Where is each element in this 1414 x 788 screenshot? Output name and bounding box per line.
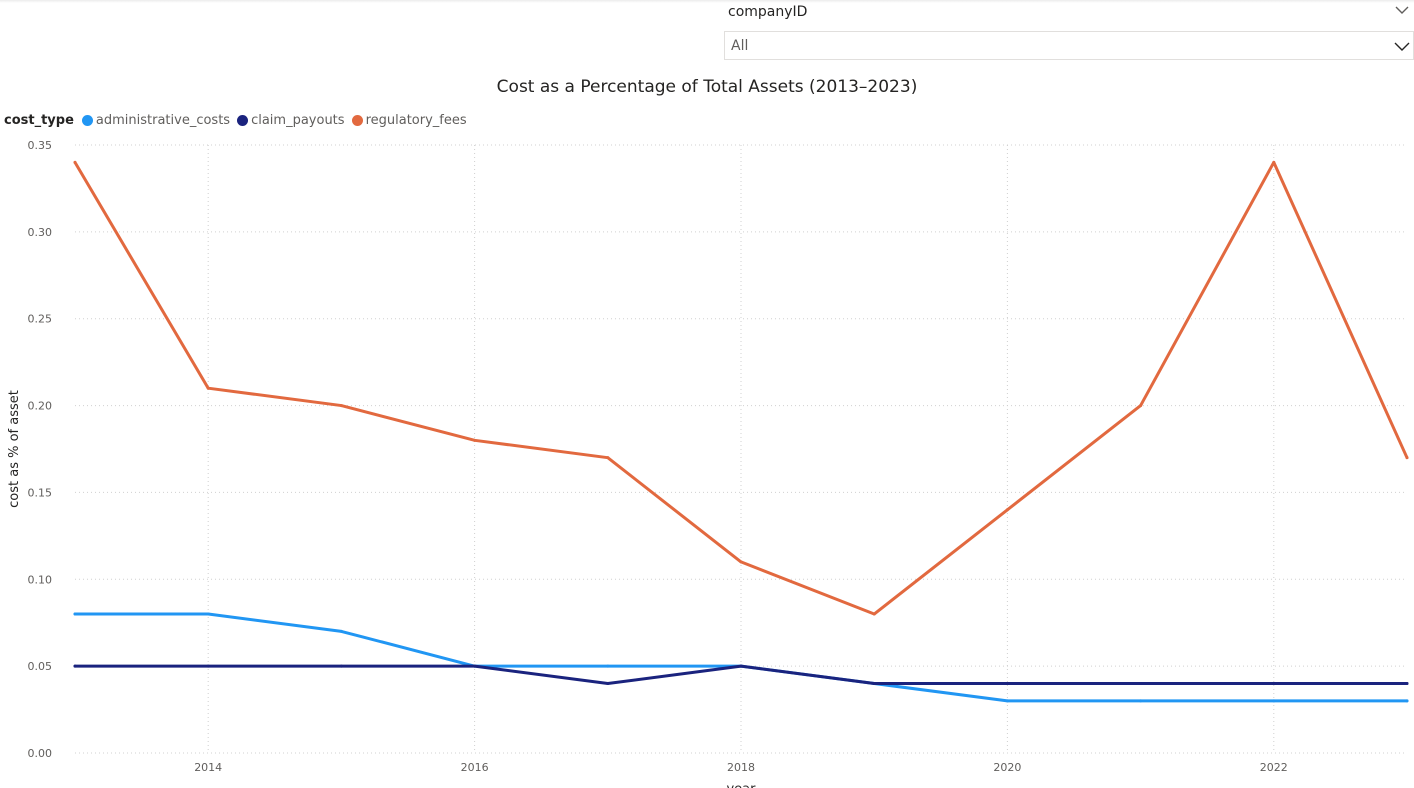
data-point-administrative-costs[interactable]	[206, 612, 210, 616]
legend-item-administrative-costs[interactable]: administrative_costs	[81, 112, 231, 128]
slicer-title: companyID	[728, 4, 808, 20]
chart-title: Cost as a Percentage of Total Assets (20…	[496, 77, 918, 97]
x-tick-label: 2016	[461, 761, 489, 774]
top-border	[0, 0, 1414, 3]
data-point-claim-payouts[interactable]	[872, 682, 876, 686]
axis-ticks: 0.00 0.05 0.10 0.15 0.20 0.25 0.30 0.35 2014 2016…	[28, 139, 1288, 774]
legend-marker	[351, 114, 363, 126]
legend-label: administrative_costs	[95, 112, 231, 128]
legend-marker	[81, 114, 93, 126]
y-tick-label: 0.35	[28, 139, 53, 152]
x-tick-label: 2020	[993, 761, 1021, 774]
data-point-regulatory-fees[interactable]	[473, 438, 477, 442]
data-point-claim-payouts[interactable]	[339, 664, 343, 668]
legend-item-claim-payouts[interactable]: claim_payouts	[237, 112, 345, 128]
data-point-claim-payouts[interactable]	[206, 664, 210, 668]
data-point-administrative-costs[interactable]	[73, 612, 77, 616]
data-point-regulatory-fees[interactable]	[1139, 404, 1143, 408]
slicer-selected-value: All	[731, 38, 749, 54]
data-point-claim-payouts[interactable]	[473, 664, 477, 668]
legend-label: claim_payouts	[251, 112, 345, 128]
data-point-regulatory-fees[interactable]	[872, 612, 876, 616]
x-tick-label: 2022	[1260, 761, 1288, 774]
data-point-regulatory-fees[interactable]	[606, 456, 610, 460]
data-point-administrative-costs[interactable]	[1005, 699, 1009, 703]
data-point-claim-payouts[interactable]	[1405, 682, 1409, 686]
y-tick-label: 0.05	[28, 660, 53, 673]
data-point-regulatory-fees[interactable]	[1005, 508, 1009, 512]
data-point-claim-payouts[interactable]	[1139, 682, 1143, 686]
data-point-administrative-costs[interactable]	[1139, 699, 1143, 703]
data-point-claim-payouts[interactable]	[1272, 682, 1276, 686]
y-tick-label: 0.30	[28, 226, 53, 239]
legend-item-regulatory-fees[interactable]: regulatory_fees	[351, 112, 467, 128]
legend-label: regulatory_fees	[365, 112, 467, 128]
data-point-administrative-costs[interactable]	[339, 629, 343, 633]
y-axis-title: cost as % of asset	[7, 390, 22, 508]
data-point-claim-payouts[interactable]	[606, 682, 610, 686]
company-id-dropdown[interactable]: All	[724, 31, 1414, 60]
data-point-claim-payouts[interactable]	[73, 664, 77, 668]
chevron-down-icon[interactable]	[1394, 2, 1410, 18]
x-tick-label: 2014	[194, 761, 222, 774]
data-point-regulatory-fees[interactable]	[739, 560, 743, 564]
data-point-regulatory-fees[interactable]	[339, 404, 343, 408]
data-point-administrative-costs[interactable]	[1405, 699, 1409, 703]
data-point-claim-payouts[interactable]	[739, 664, 743, 668]
data-point-claim-payouts[interactable]	[1005, 682, 1009, 686]
slicer-header: companyID	[724, 0, 1414, 28]
y-tick-label: 0.10	[28, 573, 53, 586]
legend-marker	[237, 114, 249, 126]
series-line-claim-payouts[interactable]	[73, 664, 1409, 686]
series-line-regulatory-fees[interactable]	[73, 160, 1409, 616]
legend-title: cost_type	[4, 112, 74, 128]
x-axis-title: year	[726, 782, 756, 788]
legend: cost_type administrative_costs claim_pay…	[4, 111, 474, 129]
y-tick-label: 0.15	[28, 486, 53, 499]
chevron-down-icon	[1394, 42, 1410, 51]
x-tick-label: 2018	[727, 761, 755, 774]
data-point-regulatory-fees[interactable]	[73, 160, 77, 164]
y-tick-label: 0.20	[28, 400, 53, 413]
y-tick-label: 0.00	[28, 747, 53, 760]
data-point-regulatory-fees[interactable]	[1405, 456, 1409, 460]
data-point-regulatory-fees[interactable]	[206, 386, 210, 390]
data-point-administrative-costs[interactable]	[1272, 699, 1276, 703]
series-lines	[73, 160, 1409, 703]
y-tick-label: 0.25	[28, 313, 53, 326]
data-point-administrative-costs[interactable]	[606, 664, 610, 668]
data-point-regulatory-fees[interactable]	[1272, 160, 1276, 164]
gridlines	[75, 144, 1407, 754]
